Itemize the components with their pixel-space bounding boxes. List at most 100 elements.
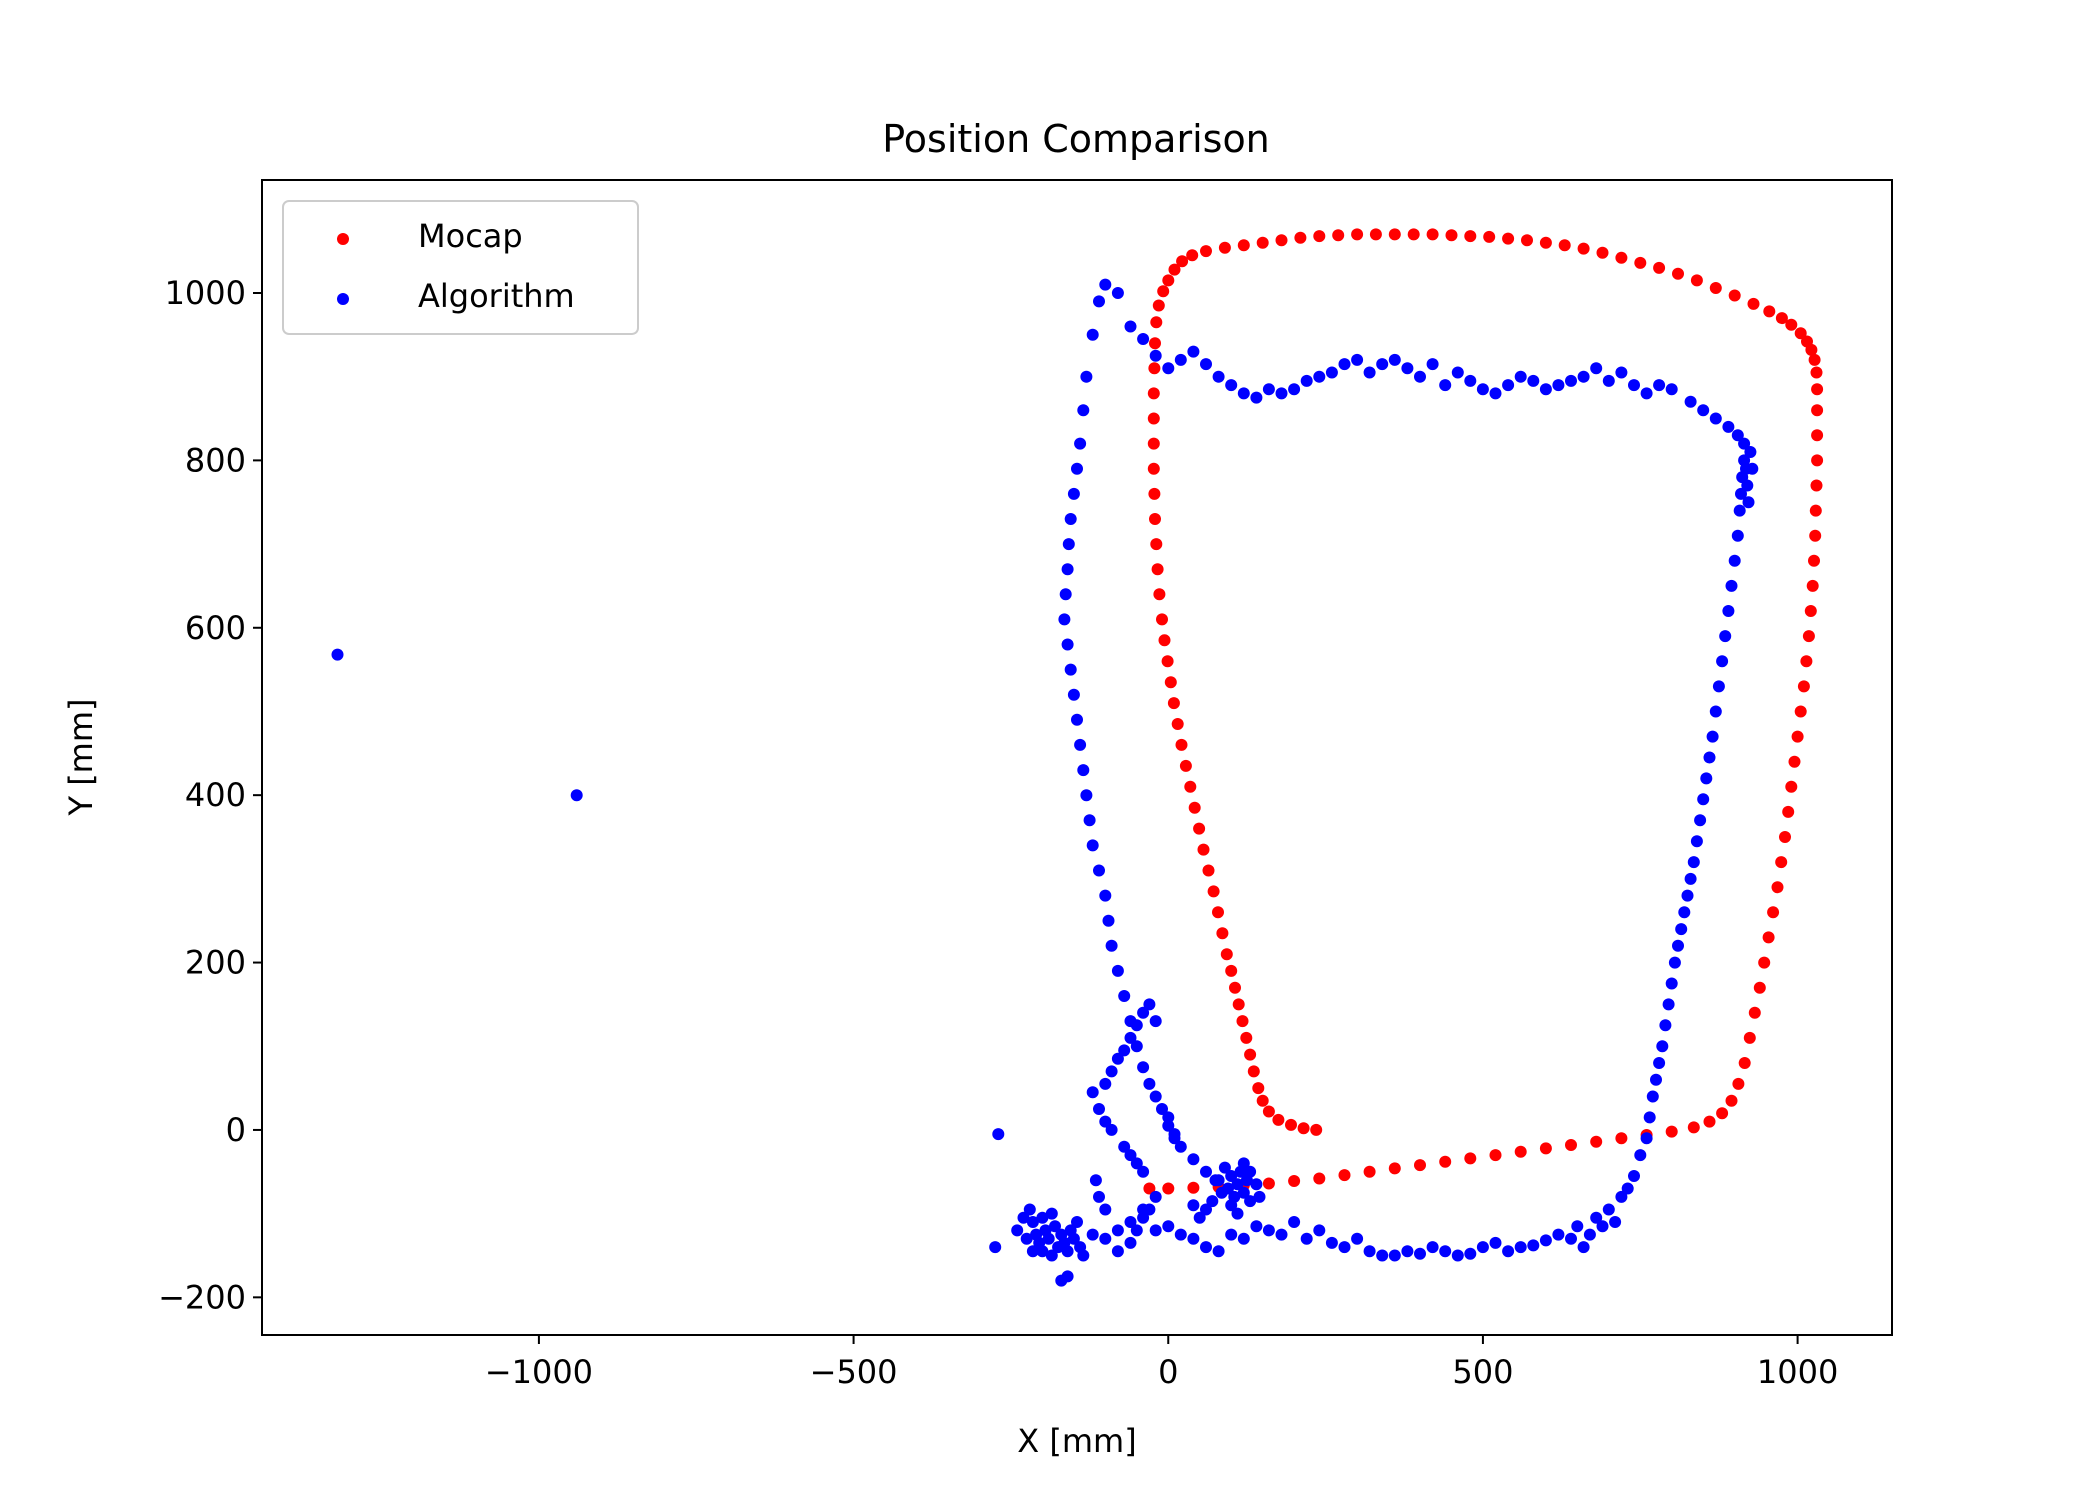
point-mocap bbox=[1232, 998, 1245, 1011]
point-mocap bbox=[1687, 1121, 1700, 1134]
point-algorithm bbox=[1288, 383, 1301, 396]
point-mocap bbox=[1728, 289, 1741, 302]
point-algorithm bbox=[1733, 504, 1746, 517]
point-mocap bbox=[1775, 856, 1788, 869]
point-mocap bbox=[1725, 1094, 1738, 1107]
point-mocap bbox=[1690, 274, 1703, 287]
point-mocap bbox=[1288, 1175, 1301, 1187]
point-mocap bbox=[1785, 780, 1798, 793]
point-mocap bbox=[1634, 256, 1647, 269]
point-algorithm bbox=[1388, 353, 1401, 366]
point-mocap bbox=[1672, 267, 1684, 280]
point-algorithm bbox=[1026, 1216, 1039, 1228]
point-algorithm bbox=[1200, 1203, 1212, 1216]
point-mocap bbox=[1193, 822, 1206, 835]
point-algorithm bbox=[1697, 793, 1710, 806]
point-mocap bbox=[1225, 964, 1238, 977]
point-mocap bbox=[1489, 1149, 1502, 1162]
point-algorithm bbox=[1149, 1190, 1162, 1203]
point-algorithm bbox=[1662, 998, 1675, 1011]
x-tick-label: −1000 bbox=[485, 1353, 593, 1391]
point-mocap bbox=[1158, 634, 1171, 647]
point-algorithm bbox=[1061, 1270, 1074, 1283]
point-algorithm bbox=[1376, 1249, 1389, 1262]
y-tick-label: 800 bbox=[185, 441, 246, 479]
point-algorithm bbox=[1401, 1245, 1414, 1258]
point-algorithm bbox=[1552, 379, 1565, 392]
point-algorithm bbox=[1209, 1174, 1222, 1187]
point-mocap bbox=[1252, 1082, 1265, 1095]
point-algorithm bbox=[1143, 1203, 1156, 1216]
point-mocap bbox=[1187, 1181, 1200, 1194]
point-algorithm bbox=[1020, 1232, 1033, 1245]
point-algorithm bbox=[1426, 358, 1439, 371]
point-algorithm bbox=[1105, 1123, 1118, 1136]
point-algorithm bbox=[1712, 680, 1725, 693]
point-algorithm bbox=[1187, 1199, 1200, 1212]
series-algorithm bbox=[331, 278, 1759, 1287]
point-algorithm bbox=[1451, 1249, 1464, 1262]
point-algorithm bbox=[1212, 370, 1225, 383]
point-mocap bbox=[1313, 230, 1326, 243]
point-mocap bbox=[1151, 563, 1164, 576]
point-algorithm bbox=[1426, 1241, 1439, 1254]
point-mocap bbox=[1212, 906, 1224, 919]
point-algorithm bbox=[1709, 412, 1722, 425]
point-algorithm bbox=[1275, 387, 1288, 400]
point-algorithm bbox=[1071, 462, 1083, 475]
point-mocap bbox=[1156, 613, 1168, 626]
point-mocap bbox=[1161, 655, 1174, 668]
point-algorithm bbox=[1071, 713, 1083, 726]
point-algorithm bbox=[1064, 513, 1077, 525]
y-tick-label: 200 bbox=[185, 944, 246, 982]
point-algorithm bbox=[1719, 630, 1732, 643]
point-algorithm bbox=[1244, 1165, 1257, 1178]
point-algorithm bbox=[1130, 1040, 1143, 1053]
point-mocap bbox=[1753, 981, 1766, 994]
point-algorithm bbox=[1071, 1216, 1083, 1228]
chart-title: Position Comparison bbox=[882, 117, 1270, 161]
point-algorithm bbox=[1668, 956, 1681, 969]
point-algorithm bbox=[1093, 295, 1105, 308]
point-mocap bbox=[1782, 805, 1795, 818]
point-algorithm bbox=[1262, 383, 1275, 396]
point-mocap bbox=[1763, 305, 1776, 318]
point-mocap bbox=[1791, 730, 1804, 743]
point-algorithm bbox=[1124, 1216, 1137, 1228]
point-mocap bbox=[1709, 282, 1722, 294]
point-algorithm bbox=[1137, 1165, 1150, 1178]
point-algorithm bbox=[1143, 998, 1156, 1011]
point-algorithm bbox=[1571, 1220, 1584, 1233]
point-algorithm bbox=[1583, 1228, 1596, 1241]
point-algorithm bbox=[1681, 889, 1694, 902]
point-algorithm bbox=[1697, 404, 1710, 417]
point-mocap bbox=[1149, 337, 1161, 350]
point-mocap bbox=[1152, 299, 1165, 312]
point-algorithm bbox=[1609, 1216, 1622, 1228]
point-algorithm bbox=[1118, 990, 1131, 1002]
point-algorithm bbox=[1061, 1245, 1074, 1258]
point-mocap bbox=[1313, 1172, 1326, 1185]
point-mocap bbox=[1809, 504, 1822, 517]
point-algorithm bbox=[1684, 395, 1697, 408]
point-algorithm bbox=[1099, 1232, 1112, 1245]
point-algorithm bbox=[1351, 1232, 1364, 1245]
point-algorithm bbox=[1102, 914, 1115, 927]
point-mocap bbox=[1150, 538, 1163, 551]
point-algorithm bbox=[1023, 1203, 1036, 1216]
point-mocap bbox=[1351, 228, 1364, 241]
point-algorithm bbox=[1130, 1157, 1143, 1170]
point-algorithm bbox=[1675, 923, 1688, 936]
point-mocap bbox=[1150, 316, 1163, 329]
point-algorithm bbox=[1687, 856, 1700, 869]
point-algorithm bbox=[1615, 366, 1628, 379]
point-algorithm bbox=[1149, 1015, 1162, 1028]
point-mocap bbox=[1808, 554, 1820, 567]
point-mocap bbox=[1275, 234, 1288, 247]
point-algorithm bbox=[1045, 1249, 1058, 1262]
y-tick-label: 600 bbox=[185, 609, 246, 647]
point-mocap bbox=[1147, 462, 1160, 475]
point-algorithm bbox=[1313, 370, 1326, 383]
point-mocap bbox=[1207, 885, 1220, 898]
